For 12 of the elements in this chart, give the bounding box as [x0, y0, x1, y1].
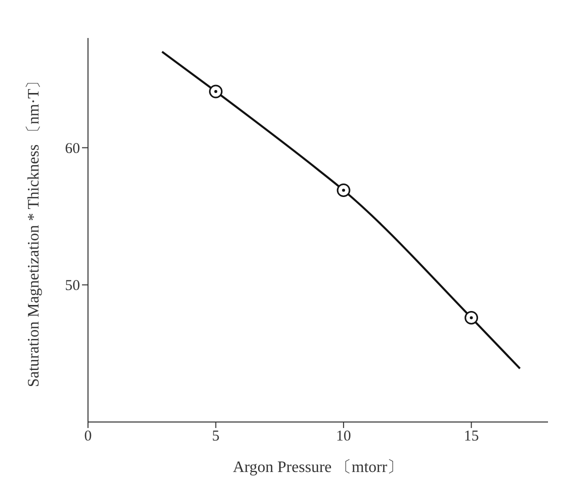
x-axis-title: Argon Pressure 〔mtorr〕	[232, 459, 404, 476]
point	[464, 311, 478, 325]
x-tick-label: 5	[212, 428, 220, 445]
y-tick-label: 60	[65, 141, 80, 158]
y-tick-label: 50	[65, 278, 80, 294]
x-tick-label: 15	[464, 428, 479, 445]
x-tick-label: 10	[336, 428, 352, 445]
line-series	[161, 50, 521, 370]
x-tick-label: 0	[84, 428, 92, 445]
y-axis-title: Saturation Magnetization * Thickness 〔nm·T〕	[26, 72, 43, 388]
point	[336, 183, 350, 197]
point	[209, 84, 223, 98]
